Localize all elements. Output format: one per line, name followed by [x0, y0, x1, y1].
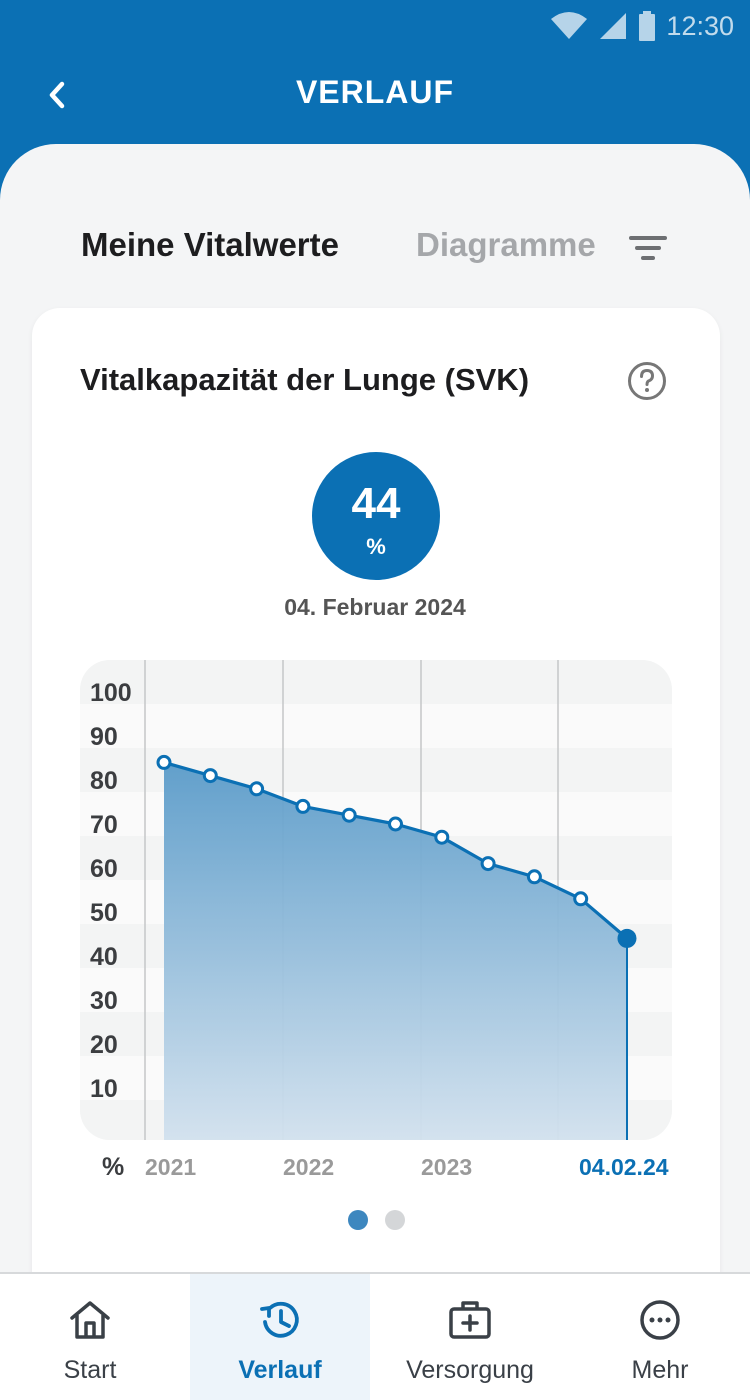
y-tick-label: 80 — [90, 767, 118, 795]
nav-item-verlauf[interactable]: Verlauf — [190, 1274, 370, 1400]
nav-item-mehr[interactable]: Mehr — [570, 1274, 750, 1400]
nav-item-versorgung[interactable]: Versorgung — [370, 1274, 570, 1400]
help-button[interactable] — [627, 361, 667, 401]
y-unit-label: % — [102, 1153, 124, 1181]
nav-label-versorgung: Versorgung — [406, 1356, 534, 1384]
grid-band — [80, 660, 672, 704]
y-tick-label: 40 — [90, 943, 118, 971]
card-title: Vitalkapazität der Lunge (SVK) — [80, 362, 530, 397]
y-tick-label: 100 — [90, 679, 132, 707]
nav-label-verlauf: Verlauf — [238, 1356, 322, 1384]
data-point — [526, 869, 542, 885]
current-value: 44 — [351, 479, 401, 528]
x-tick-label: 2023 — [421, 1154, 472, 1180]
y-tick-label: 20 — [90, 1031, 118, 1059]
y-tick-label: 10 — [90, 1075, 118, 1103]
data-point — [341, 807, 357, 823]
grid-band — [80, 704, 672, 748]
page-title: VERLAUF — [295, 74, 455, 110]
battery-icon — [639, 11, 656, 41]
pager-dots — [348, 1210, 405, 1230]
series-area — [164, 762, 627, 1140]
status-bar: 12:30 — [550, 8, 734, 44]
bottom-nav: Start Verlauf Versorgung Mehr — [0, 1272, 750, 1400]
data-point-current — [617, 928, 637, 948]
current-value-badge: 44 % — [312, 452, 440, 580]
wifi-icon — [551, 12, 588, 39]
filter-icon — [629, 236, 667, 260]
data-point — [434, 829, 450, 845]
pager-dot-2[interactable] — [385, 1210, 405, 1230]
more-icon — [640, 1300, 680, 1340]
data-point — [156, 754, 172, 770]
cell-signal-icon — [600, 13, 627, 39]
chevron-left-icon — [49, 81, 65, 109]
y-tick-label: 50 — [90, 899, 118, 927]
current-unit: % — [366, 534, 386, 559]
current-date: 04. Februar 2024 — [284, 594, 466, 620]
home-icon — [70, 1301, 110, 1339]
y-tick-label: 60 — [90, 855, 118, 883]
x-tick-label: 2021 — [145, 1154, 196, 1180]
data-point — [249, 781, 265, 797]
data-point — [202, 768, 218, 784]
data-point — [573, 891, 589, 907]
tab-meine-vitalwerte[interactable]: Meine Vitalwerte — [81, 226, 339, 263]
tab-diagramme[interactable]: Diagramme — [416, 226, 596, 263]
y-tick-label: 70 — [90, 811, 118, 839]
data-point — [480, 856, 496, 872]
nav-label-start: Start — [63, 1356, 117, 1384]
x-tick-label: 2022 — [283, 1154, 334, 1180]
filter-button[interactable] — [626, 228, 670, 266]
medical-case-icon — [449, 1301, 491, 1339]
data-point — [295, 798, 311, 814]
y-tick-label: 30 — [90, 987, 118, 1015]
status-time: 12:30 — [666, 10, 734, 41]
x-tick-label-current: 04.02.24 — [579, 1154, 669, 1180]
svk-area-chart: 100 90 80 70 60 50 40 30 20 10% 2021 2022 2023 04.02.… — [80, 660, 672, 1181]
history-clock-icon — [260, 1301, 299, 1338]
back-button[interactable] — [34, 72, 80, 118]
nav-label-mehr: Mehr — [631, 1356, 689, 1384]
question-circle-icon — [628, 362, 666, 400]
nav-item-start[interactable]: Start — [0, 1274, 180, 1400]
y-tick-label: 90 — [90, 723, 118, 751]
pager-dot-1[interactable] — [348, 1210, 368, 1230]
data-point — [388, 816, 403, 832]
